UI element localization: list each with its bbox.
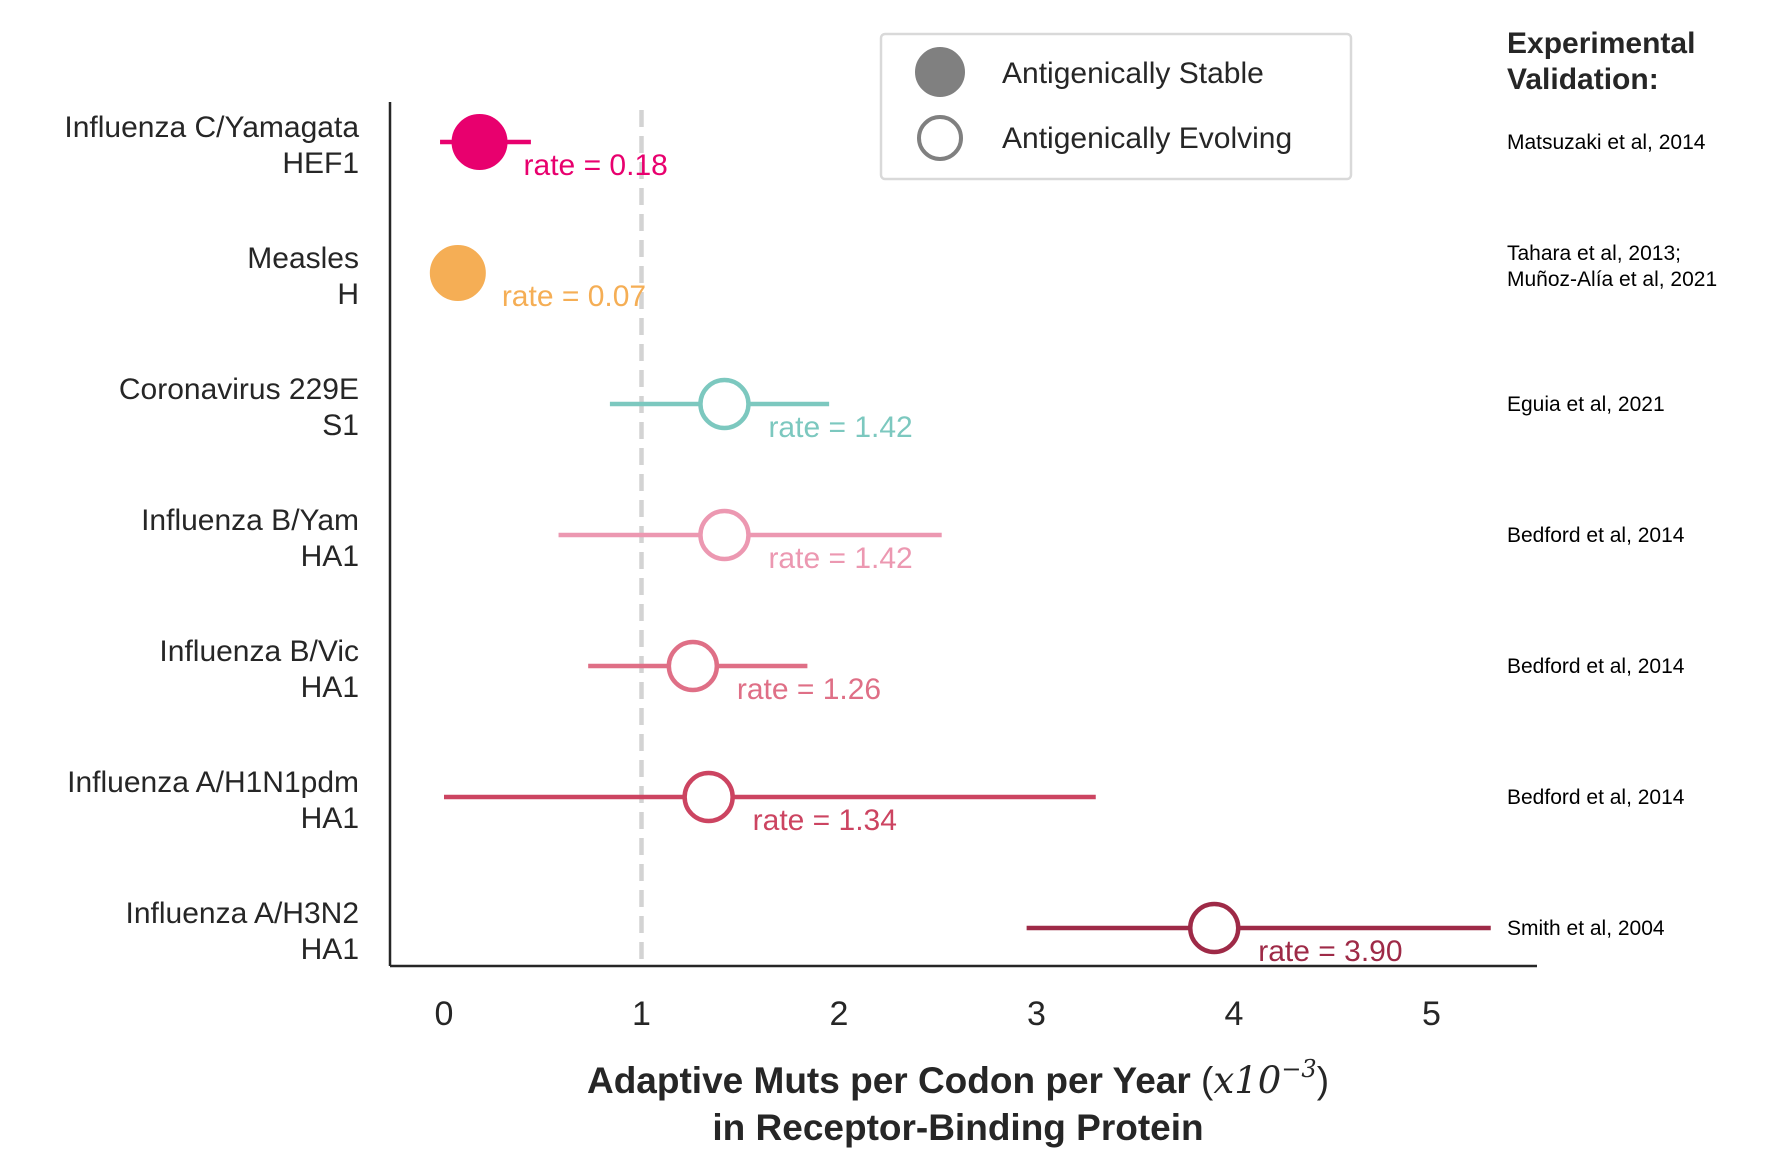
x-tick-label: 3 <box>1027 995 1046 1033</box>
category-gene-label: S1 <box>322 409 359 442</box>
x-tick-label: 5 <box>1422 995 1441 1033</box>
x-axis-title-paren-open: ( <box>1201 1060 1214 1101</box>
series-row: rate = 0.18 <box>440 114 668 182</box>
x-tick-label: 0 <box>435 995 454 1033</box>
series-row: rate = 1.42 <box>609 377 913 444</box>
point-open <box>698 377 751 431</box>
legend-label-evolving: Antigenically Evolving <box>1002 122 1292 155</box>
category-virus-label: Influenza C/Yamagata <box>64 111 359 144</box>
series-row: rate = 3.90 <box>1026 901 1491 968</box>
axes-layer: 0 1 2 3 4 5 <box>388 102 1537 1033</box>
x-axis-title-line1: Adaptive Muts per Codon per Year (x10−3) <box>587 1055 1329 1102</box>
category-gene-label: HA1 <box>301 933 359 966</box>
legend-frame <box>879 32 1353 181</box>
category-gene-label: HA1 <box>301 802 359 835</box>
category-virus-label: Measles <box>247 242 359 275</box>
category-virus-label: Influenza A/H1N1pdm <box>67 766 359 799</box>
legend-open-marker <box>917 115 963 161</box>
rate-label: rate = 0.18 <box>524 149 668 182</box>
x-axis-title-math-base: x10 <box>1213 1059 1281 1102</box>
series-row: rate = 1.42 <box>558 508 942 575</box>
rate-label: rate = 1.42 <box>768 411 912 444</box>
x-axis-title-text: Adaptive Muts per Codon per Year <box>587 1060 1201 1101</box>
rate-label: rate = 3.90 <box>1258 935 1402 968</box>
validation-reference: Muñoz-Alía et al, 2021 <box>1507 268 1717 291</box>
validation-title-line1: Experimental <box>1507 27 1695 60</box>
category-virus-label: Influenza A/H3N2 <box>126 897 359 930</box>
rate-label: rate = 0.07 <box>502 280 646 313</box>
validation-reference: Bedford et al, 2014 <box>1507 655 1685 678</box>
category-gene-label: H <box>337 278 359 311</box>
legend-filled-marker <box>915 47 965 97</box>
series-row: rate = 1.34 <box>444 770 1096 837</box>
rate-label: rate = 1.42 <box>768 542 912 575</box>
category-gene-label: HA1 <box>301 671 359 704</box>
series-row: rate = 1.26 <box>588 639 881 706</box>
validation-reference: Bedford et al, 2014 <box>1507 786 1685 809</box>
validation-title-line2: Validation: <box>1507 63 1659 96</box>
x-tick-label: 1 <box>632 995 651 1033</box>
category-virus-label: Influenza B/Yam <box>141 504 359 537</box>
series-row: rate = 0.07 <box>429 245 646 313</box>
point-filled <box>451 114 508 170</box>
category-gene-label: HEF1 <box>282 147 359 180</box>
category-virus-label: Influenza B/Vic <box>159 635 359 668</box>
validation-reference: Matsuzaki et al, 2014 <box>1507 131 1706 154</box>
x-axis-title-line2: in Receptor-Binding Protein <box>712 1107 1203 1148</box>
category-gene-label: HA1 <box>301 540 359 573</box>
validation-reference: Smith et al, 2004 <box>1507 917 1665 940</box>
x-axis-title-paren-close: ) <box>1317 1060 1329 1101</box>
point-open <box>698 508 751 562</box>
point-filled <box>429 245 486 301</box>
validation-references: Experimental Validation: Matsuzaki et al… <box>1507 27 1717 940</box>
x-tick-label: 2 <box>830 995 849 1033</box>
rate-label: rate = 1.34 <box>753 804 897 837</box>
legend: Antigenically Stable Antigenically Evolv… <box>879 32 1353 181</box>
legend-label-stable: Antigenically Stable <box>1002 57 1264 90</box>
validation-reference: Bedford et al, 2014 <box>1507 524 1685 547</box>
x-tick-label: 4 <box>1225 995 1244 1033</box>
series-layer: rate = 0.18 rate = 0.07 rate = 1.42 rate = … <box>429 114 1491 968</box>
rate-label: rate = 1.26 <box>737 673 881 706</box>
category-virus-label: Coronavirus 229E <box>119 373 359 406</box>
x-axis-title-math-exp: −3 <box>1281 1055 1316 1083</box>
point-open <box>666 639 720 693</box>
validation-reference: Tahara et al, 2013; <box>1507 242 1681 265</box>
point-open <box>682 770 735 824</box>
point-open <box>1188 901 1241 955</box>
x-axis-title: Adaptive Muts per Codon per Year (x10−3)… <box>587 1055 1329 1148</box>
validation-reference: Eguia et al, 2021 <box>1507 393 1665 416</box>
